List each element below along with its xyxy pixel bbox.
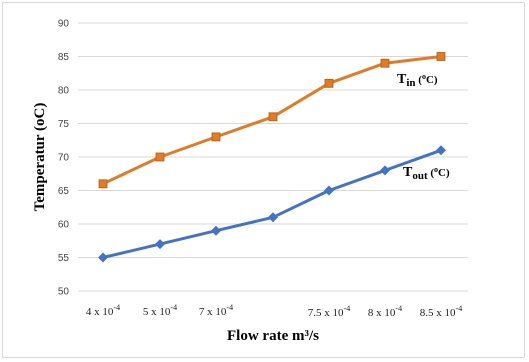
data-point-marker [436,52,446,61]
y-tick-label: 85 [58,52,70,63]
data-point-marker [155,239,165,250]
series-markers [98,52,446,263]
y-tick-label: 70 [58,153,70,164]
data-point-marker [380,165,390,176]
data-point-marker [324,78,334,88]
y-axis-title: Temperatur (oC) [32,103,48,212]
y-tick-label: 60 [58,220,70,231]
series-line-1 [102,148,442,259]
data-point-marker [211,132,221,142]
x-tick-label: 5 x 10-4 [143,303,177,318]
y-tick-label: 90 [58,19,70,30]
y-tick-label: 80 [58,86,70,97]
data-point-marker [324,185,334,196]
data-point-marker [268,112,278,122]
chart-frame [2,2,525,358]
x-tick-label: 7.5 x 10-4 [308,304,350,319]
data-point-marker [211,225,221,236]
gridlines [78,22,468,292]
x-tick-label: 8.5 x 10-4 [420,304,462,319]
y-tick-label: 50 [58,287,70,298]
series-label-1: Tout (oC) [403,165,450,182]
data-point-marker [380,58,390,68]
y-axis-ticks: 50 55 60 65 70 75 80 85 90 [58,19,70,298]
data-point-marker [98,179,108,189]
series-labels: Tin (oC) Tout (oC) [397,72,450,182]
x-axis-title: Flow rate m³/s [227,328,319,344]
x-tick-label: 7 x 10-4 [199,303,233,318]
y-tick-label: 75 [58,119,70,130]
x-axis-ticks: 4 x 10-4 5 x 10-4 7 x 10-4 7.5 x 10-4 8 x 10… [86,303,462,319]
data-point-marker [268,212,278,223]
y-tick-label: 55 [58,253,70,264]
series-label-0: Tin (oC) [397,72,438,89]
data-point-marker [155,152,165,162]
data-point-marker [98,252,108,263]
x-tick-label: 8 x 10-4 [368,304,402,319]
y-tick-label: 65 [58,186,70,197]
data-point-marker [436,145,446,156]
x-tick-label: 4 x 10-4 [86,303,120,318]
